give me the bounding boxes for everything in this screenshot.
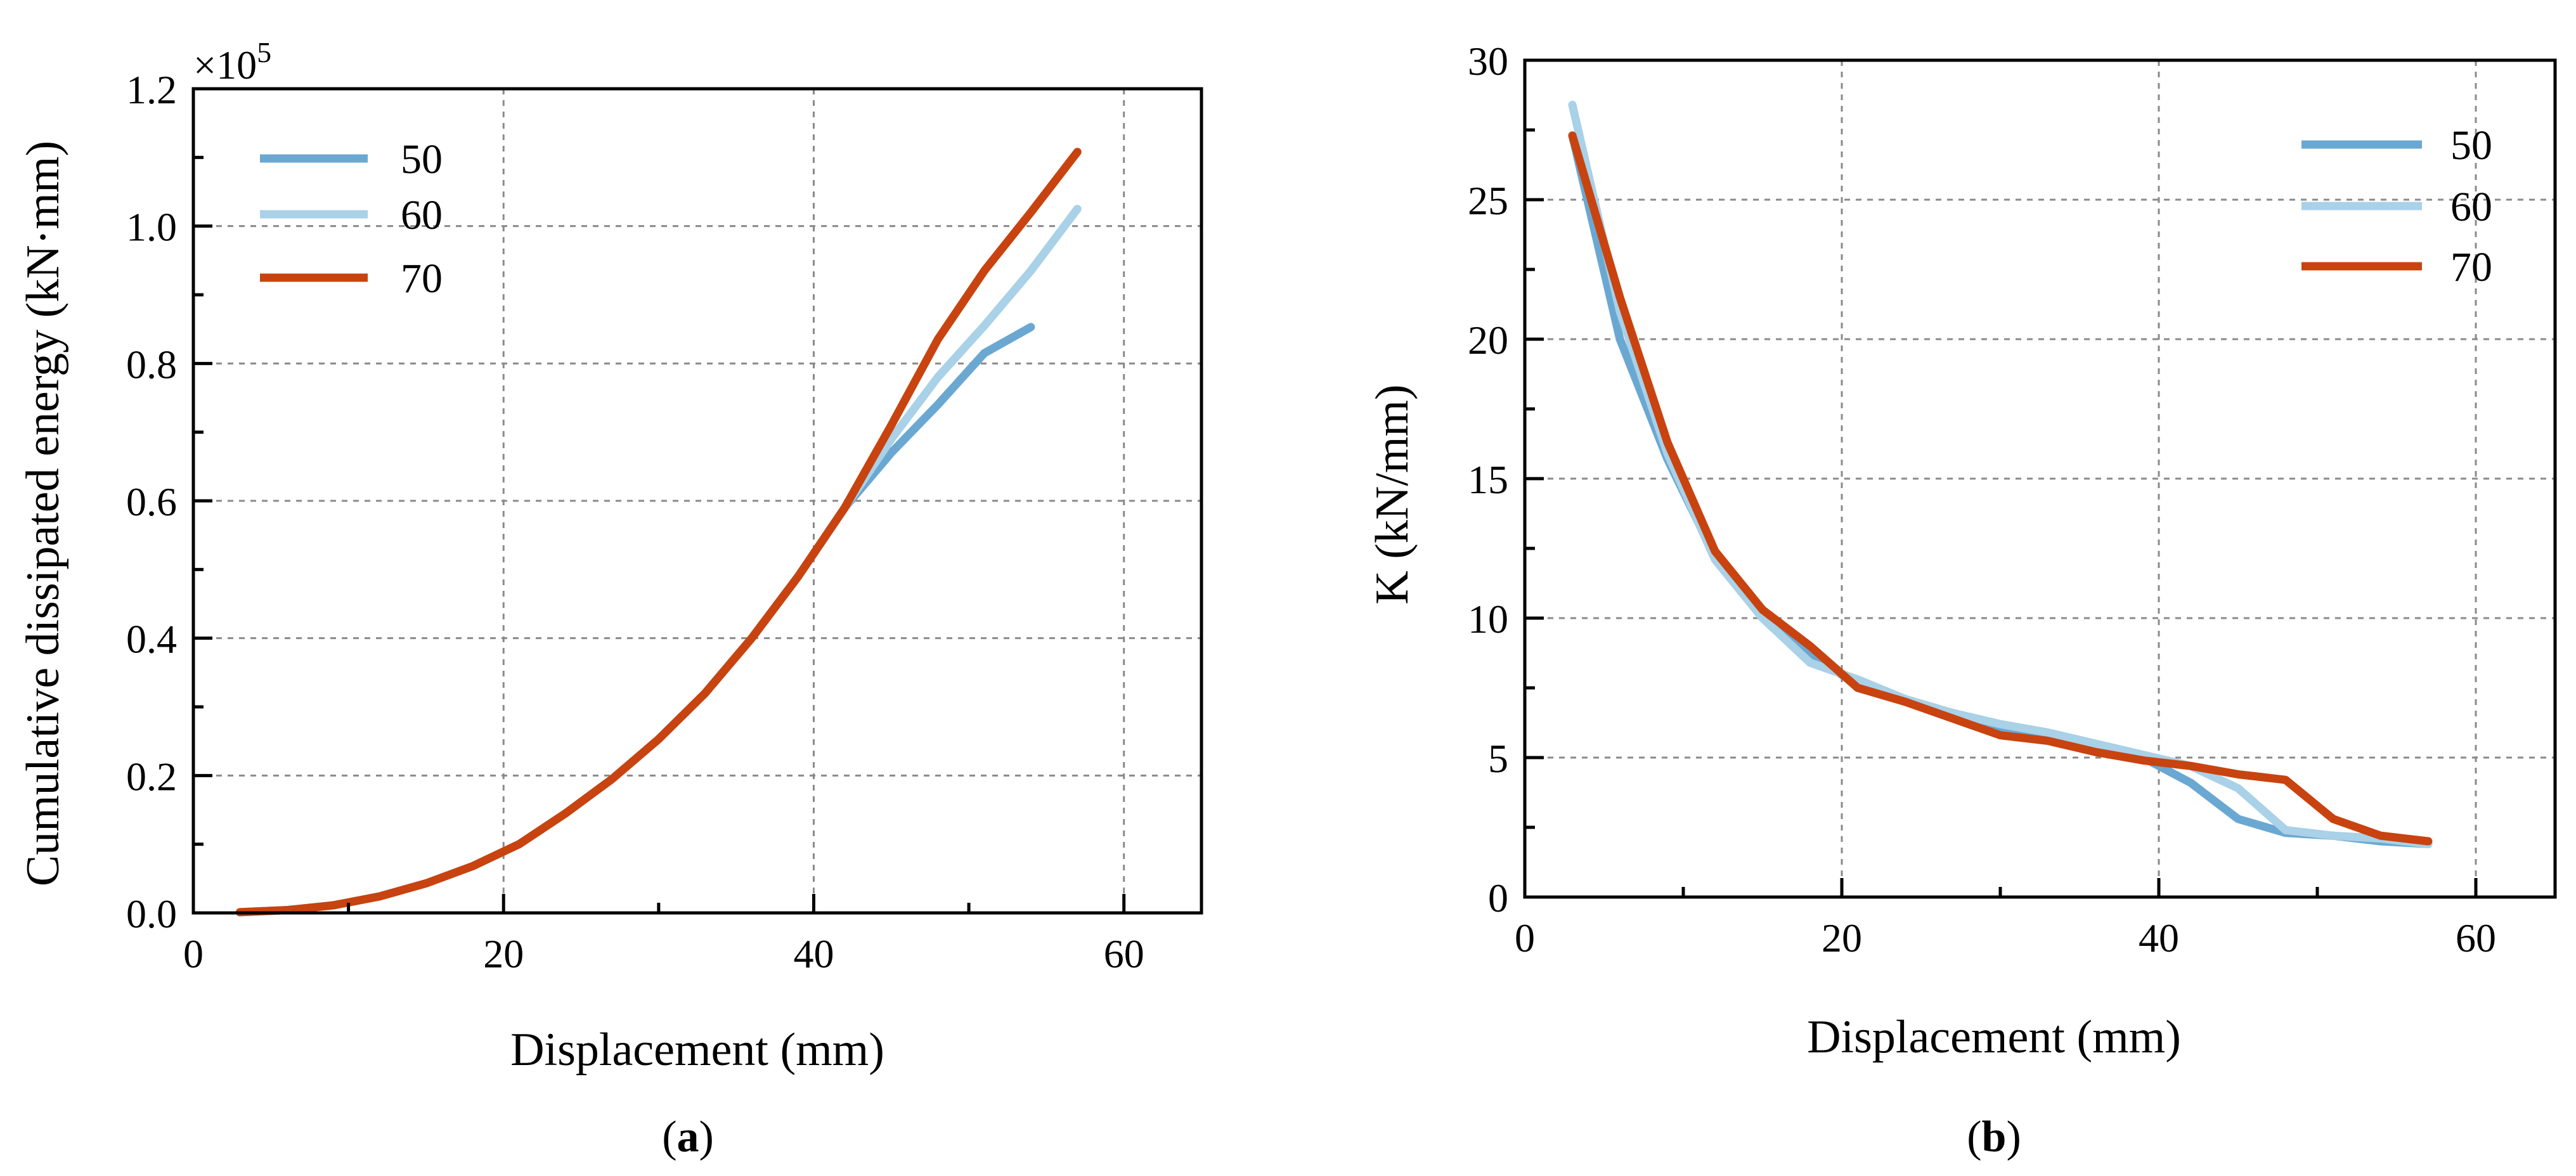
panel-a-label-close: ) [699, 1113, 714, 1161]
panel-b-ytick-label: 10 [1468, 597, 1508, 642]
panel-b-ytick-label: 30 [1468, 39, 1508, 84]
panel-b-legend: 50 60 70 [2301, 122, 2492, 290]
panel-b-label-open: ( [1967, 1113, 1981, 1161]
panel-b-ytick-label: 15 [1468, 457, 1508, 502]
panel-a-ytick-label: 1.2 [126, 67, 177, 112]
panel-a-label: (a) [662, 1113, 714, 1161]
panel-a-xtick-label: 60 [1104, 931, 1144, 976]
panel-b-legend-label: 70 [2450, 244, 2492, 290]
panel-a-legend-label: 50 [401, 136, 443, 183]
panel-b-y-axis-title: K (kN/mm) [1366, 384, 1418, 604]
panel-a-ytick-label: 0.8 [126, 342, 177, 387]
panel-a-ticks [191, 87, 1126, 915]
panel-b-series [1568, 100, 2433, 848]
panel-a-grid [193, 89, 1201, 913]
panel-a-label-open: ( [662, 1113, 676, 1161]
panel-b-legend-label: 50 [2450, 122, 2492, 169]
panel-a-ytick-label: 0.0 [126, 891, 177, 936]
panel-a-series [235, 148, 1082, 917]
panel-a-legend-label: 70 [401, 255, 443, 302]
panel-a-xtick-label: 40 [793, 931, 834, 976]
panel-b-ytick-label: 25 [1468, 178, 1508, 223]
panel-a-ytick-label: 0.2 [126, 754, 177, 799]
panel-b-ytick-label: 20 [1468, 318, 1508, 363]
panel-b-legend-label: 60 [2450, 184, 2492, 230]
panel-b-series-line [1568, 131, 2433, 846]
panel-b-ticks [1523, 58, 2478, 899]
panel-b-xtick-label: 60 [2456, 915, 2496, 960]
panel-b-xtick-label: 20 [1822, 915, 1862, 960]
panel-b-xtick-label: 0 [1515, 915, 1535, 960]
panel-a-ytick-label: 0.6 [126, 479, 177, 524]
panel-b-label-close: ) [2006, 1113, 2021, 1161]
panel-a-y-multiplier-exponent: 5 [257, 36, 271, 68]
panel-b-series-line [1568, 100, 2433, 848]
panel-a: 0 20 40 60 0.0 0.2 0.4 0.6 0.8 1.0 1.2 ×… [17, 36, 1203, 1161]
panel-b-xtick-label: 40 [2139, 915, 2179, 960]
panel-b-ytick-label: 0 [1488, 876, 1508, 921]
panel-a-legend-label: 60 [401, 192, 443, 238]
panel-b-label: (b) [1967, 1113, 2021, 1161]
panel-a-y-multiplier-base: ×10 [193, 42, 257, 87]
panel-b: 0 20 40 60 0 5 10 15 20 25 30 Displaceme… [1366, 39, 2557, 1161]
panel-a-y-axis-title: Cumulative dissipated energy (kN·mm) [17, 141, 69, 886]
panel-a-ytick-label: 1.0 [126, 205, 177, 250]
panel-a-legend: 50 60 70 [260, 136, 443, 302]
panel-a-series-line [235, 148, 1082, 917]
panel-a-y-multiplier: ×105 [193, 36, 271, 87]
panel-b-x-axis-title: Displacement (mm) [1807, 1011, 2181, 1063]
panel-a-x-axis-title: Displacement (mm) [510, 1024, 884, 1076]
panel-a-label-letter: a [677, 1113, 699, 1161]
panel-a-ytick-label: 0.4 [126, 617, 177, 662]
panel-b-label-letter: b [1982, 1113, 2007, 1161]
panel-a-xtick-label: 0 [183, 931, 204, 976]
panel-b-ytick-label: 5 [1488, 736, 1508, 781]
panel-a-xtick-label: 20 [483, 931, 524, 976]
